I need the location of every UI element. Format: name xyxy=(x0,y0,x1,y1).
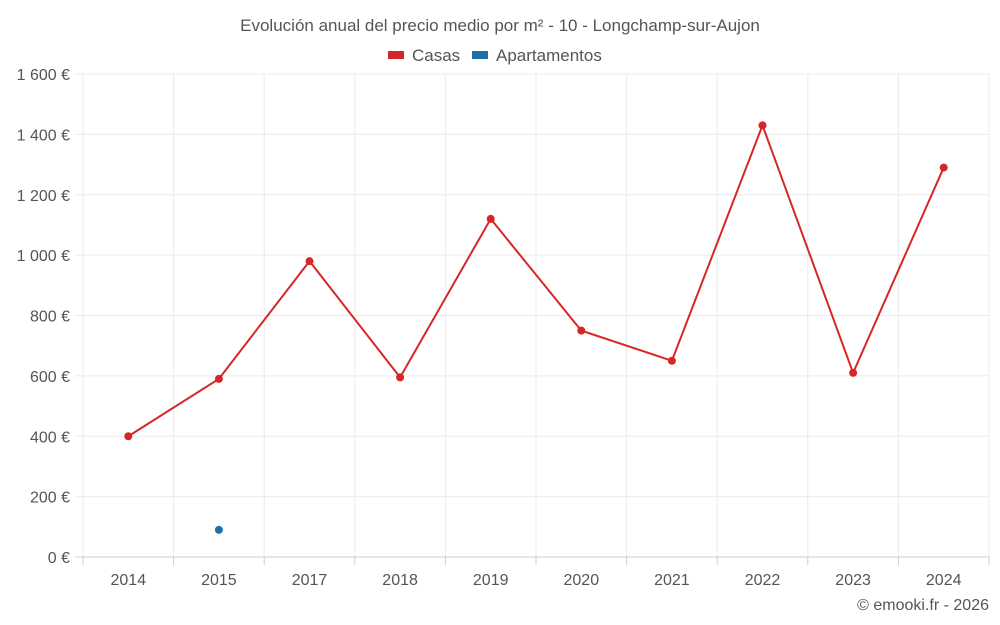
data-point-apartamentos-2015 xyxy=(214,525,223,534)
y-tick-label: 800 € xyxy=(30,309,70,326)
x-tick-label: 2020 xyxy=(564,572,600,589)
credit-text: © emooki.fr - 2026 xyxy=(857,597,989,614)
series-line-casas xyxy=(127,122,945,438)
chart-title: Evolución anual del precio medio por m² … xyxy=(240,16,760,35)
data-point-casas-2020 xyxy=(577,326,586,335)
x-tick-label: 2015 xyxy=(201,572,237,589)
data-point-casas-2024 xyxy=(939,163,948,172)
legend-label-casas: Casas xyxy=(412,46,460,65)
x-tick-label: 2024 xyxy=(926,572,962,589)
x-tick-label: 2017 xyxy=(292,572,328,589)
legend-label-apartamentos: Apartamentos xyxy=(496,46,602,65)
y-tick-label: 1 000 € xyxy=(17,248,70,265)
data-point-casas-2015 xyxy=(214,374,223,383)
y-tick-label: 1 600 € xyxy=(17,67,70,84)
x-tick-label: 2022 xyxy=(745,572,781,589)
data-point-casas-2021 xyxy=(667,356,676,365)
data-point-casas-2014 xyxy=(124,432,133,441)
x-tick-label: 2014 xyxy=(111,572,147,589)
data-point-casas-2022 xyxy=(758,121,767,130)
x-tick-label: 2018 xyxy=(382,572,418,589)
y-tick-label: 0 € xyxy=(48,550,70,567)
y-tick-label: 600 € xyxy=(30,369,70,386)
x-tick-label: 2019 xyxy=(473,572,509,589)
data-point-casas-2017 xyxy=(305,257,314,266)
x-tick-label: 2021 xyxy=(654,572,690,589)
legend-swatch-apartamentos xyxy=(472,51,488,59)
data-point-casas-2023 xyxy=(849,368,858,377)
y-tick-label: 1 200 € xyxy=(17,188,70,205)
y-tick-label: 1 400 € xyxy=(17,127,70,144)
y-tick-label: 400 € xyxy=(30,429,70,446)
data-point-casas-2019 xyxy=(486,214,495,223)
legend-swatch-casas xyxy=(388,51,404,59)
y-tick-label: 200 € xyxy=(30,490,70,507)
x-tick-label: 2023 xyxy=(835,572,871,589)
data-point-casas-2018 xyxy=(396,373,405,382)
